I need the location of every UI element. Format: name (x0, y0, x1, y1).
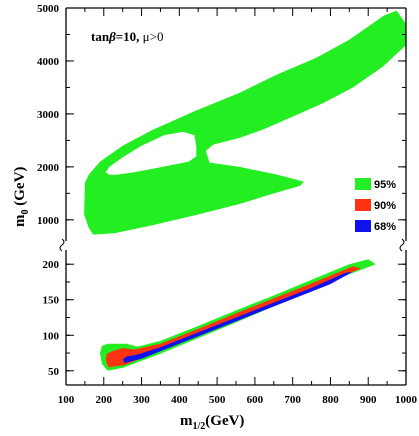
y-upper-tick-label: 2000 (37, 162, 60, 174)
y-lower-tick-label: 200 (43, 259, 60, 271)
region-95-upper (84, 10, 406, 235)
legend-label: 90% (374, 200, 396, 212)
x-tick-label: 400 (171, 394, 188, 406)
x-tick-label: 900 (360, 394, 377, 406)
y-upper-tick-label: 5000 (37, 3, 60, 15)
legend-swatch (355, 178, 371, 190)
chart-annotation: tanβ=10, μ>0 (91, 29, 163, 44)
y-upper-tick-label: 3000 (37, 109, 60, 121)
axis-break-marks (59, 238, 405, 252)
x-tick-label: 700 (284, 394, 301, 406)
y-lower-tick-label: 50 (48, 366, 60, 378)
legend-swatch (355, 199, 371, 211)
x-tick-label: 200 (96, 394, 113, 406)
y-upper-tick-label: 4000 (37, 56, 60, 68)
legend-swatch (355, 220, 371, 232)
x-tick-label: 800 (322, 394, 339, 406)
legend: 95% 90% 68% (355, 178, 396, 233)
x-tick-label: 500 (209, 394, 226, 406)
x-tick-label: 1000 (395, 394, 418, 406)
confidence-regions (84, 10, 406, 371)
axis-break-left (59, 238, 65, 252)
region-68-lower (122, 272, 353, 363)
y-lower-tick-label: 100 (43, 330, 60, 342)
x-tick-label: 300 (133, 394, 150, 406)
x-tick-label: 100 (58, 394, 75, 406)
tick-labels: 100 200 300 400 500 600 700 800 900 1000 1000 2000 3… (37, 3, 418, 406)
axis-ticks (65, 7, 407, 385)
x-axis-title: m1/2(GeV) (180, 413, 244, 432)
y-upper-tick-label: 1000 (37, 215, 60, 227)
legend-label: 68% (374, 221, 396, 233)
x-tick-label: 600 (247, 394, 264, 406)
region-90-lower (105, 266, 361, 368)
legend-label: 95% (374, 179, 396, 191)
y-axis-title: m0 (GeV) (12, 167, 31, 227)
y-lower-tick-label: 150 (43, 295, 60, 307)
axis-break-right (399, 238, 405, 252)
